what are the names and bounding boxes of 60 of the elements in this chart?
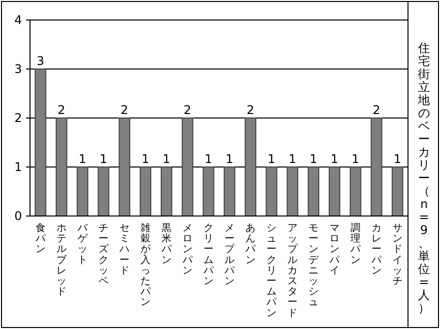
bar bbox=[370, 118, 382, 216]
x-tick-label: カレーパン bbox=[370, 223, 382, 276]
x-tick-label: セミハード bbox=[118, 223, 130, 276]
bar bbox=[182, 118, 194, 216]
bar bbox=[392, 166, 404, 216]
data-label: 1 bbox=[78, 152, 86, 166]
x-tick-label: マロンパイ bbox=[328, 223, 340, 276]
data-label: 1 bbox=[204, 152, 212, 166]
data-label: 1 bbox=[310, 152, 318, 166]
x-tick-label: メープルパン bbox=[224, 223, 236, 287]
x-tick-label: クリームパン bbox=[202, 223, 214, 287]
bar bbox=[98, 166, 110, 216]
data-label: 2 bbox=[120, 103, 128, 117]
data-label: 2 bbox=[184, 103, 192, 117]
bar bbox=[350, 166, 362, 216]
x-tick-label: 調理パン bbox=[350, 222, 362, 266]
bar bbox=[244, 118, 256, 216]
data-label: 1 bbox=[142, 152, 150, 166]
y-tick-label: 4 bbox=[14, 13, 22, 28]
bar bbox=[266, 166, 278, 216]
x-tick-label: 雑穀が入ったパン bbox=[140, 222, 152, 308]
chart-title: 住宅街立地のベーカリー（n=9、単位=人） bbox=[418, 41, 430, 315]
y-tick-label: 0 bbox=[14, 209, 22, 224]
x-tick-label: あんパン bbox=[244, 223, 256, 266]
data-label: 1 bbox=[100, 152, 108, 166]
x-tick-label: 黒米パン bbox=[160, 223, 172, 266]
x-tick-label: 食パン bbox=[34, 222, 46, 256]
data-label: 2 bbox=[246, 103, 254, 117]
bar bbox=[202, 166, 214, 216]
data-label: 1 bbox=[268, 152, 276, 166]
category-label: アップルカスタード bbox=[288, 223, 298, 319]
x-tick-label: バゲット bbox=[76, 223, 88, 266]
data-label: 3 bbox=[36, 54, 44, 68]
x-tick-label: メロンパン bbox=[182, 223, 194, 276]
data-label: 1 bbox=[330, 152, 338, 166]
bar bbox=[140, 166, 152, 216]
x-tick-label: ホテルブレッド bbox=[56, 223, 68, 298]
bar bbox=[76, 166, 88, 216]
data-label: 1 bbox=[226, 152, 234, 166]
category-label: シュークリームパン bbox=[266, 223, 276, 319]
x-tick-label: サンドイッチ bbox=[392, 223, 402, 287]
x-tick-label: チーズクッペ bbox=[98, 223, 110, 287]
data-label: 1 bbox=[162, 152, 170, 166]
y-tick-label: 1 bbox=[14, 160, 22, 174]
bar bbox=[328, 166, 340, 216]
bar bbox=[286, 166, 298, 216]
bar bbox=[118, 118, 130, 216]
data-label: 1 bbox=[288, 152, 296, 166]
bar bbox=[224, 166, 236, 216]
y-tick-label: 3 bbox=[14, 62, 22, 76]
data-label: 2 bbox=[58, 103, 66, 117]
bar bbox=[160, 166, 172, 216]
data-label: 1 bbox=[352, 152, 360, 166]
bar bbox=[308, 166, 320, 216]
y-tick-label: 2 bbox=[14, 111, 22, 126]
x-tick-label: モーンデニッシュ bbox=[308, 223, 320, 308]
data-label: 2 bbox=[372, 103, 380, 117]
bar bbox=[56, 118, 68, 216]
bar bbox=[34, 68, 46, 216]
data-label: 1 bbox=[394, 152, 402, 166]
